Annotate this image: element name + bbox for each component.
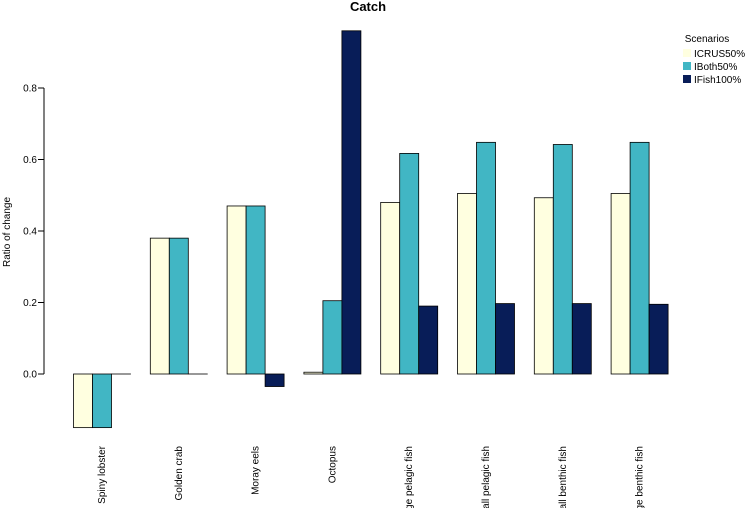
legend-swatch (683, 75, 691, 83)
bar-5-3 (418, 305, 439, 375)
bar-8-1 (610, 193, 631, 375)
bar-7-2 (552, 144, 573, 375)
legend-title: Scenarios (685, 34, 729, 45)
category-label: Octopus (327, 446, 338, 483)
legend-label: IBoth50% (694, 62, 737, 73)
y-tick-label: 0.2 (23, 298, 37, 309)
chart-title: Catch (350, 0, 386, 14)
y-tick-label: 0.6 (23, 155, 37, 166)
category-labels: Spiny lobster Golden crab Moray eels Octopu… (97, 445, 646, 508)
category-label: Spiny lobster (97, 445, 108, 503)
bar-6-3 (495, 303, 515, 375)
y-tick-label: 0.0 (23, 370, 37, 381)
y-axis-label: Ratio of change (2, 197, 13, 267)
bar-1-1 (73, 373, 93, 429)
bar-3-1 (226, 205, 247, 375)
y-tick-label: 0.4 (23, 227, 37, 238)
bar-8-2 (629, 141, 650, 375)
legend: Scenarios ICRUS50% IBoth50% IFish100% (683, 34, 745, 86)
legend-label: ICRUS50% (694, 49, 745, 60)
legend-swatch (683, 62, 691, 70)
category-label: Small pelagic fish (481, 446, 492, 508)
category-label: Golden crab (174, 446, 185, 501)
bar-7-3 (571, 303, 592, 375)
bar-4-2 (322, 300, 343, 375)
bars (73, 30, 669, 429)
bar-2-1 (149, 237, 170, 375)
legend-label: IFish100% (694, 75, 741, 86)
bar-4-3 (341, 30, 362, 375)
bar-4-1 (303, 371, 324, 375)
bar-3-3 (264, 373, 285, 387)
legend-swatch (683, 49, 691, 57)
bar-6-2 (476, 141, 496, 375)
bar-5-2 (399, 153, 420, 375)
bar-7-1 (533, 197, 554, 375)
bar-1-2 (92, 373, 112, 429)
bar-3-2 (245, 205, 266, 375)
y-tick-label: 0.8 (23, 84, 37, 95)
y-axis: 0.0 0.2 0.4 0.6 0.8 (23, 84, 45, 381)
category-label: Large benthic fish (635, 446, 646, 508)
category-label: Small benthic fish (558, 446, 569, 508)
bar-8-3 (648, 303, 669, 375)
category-label: Moray eels (251, 446, 262, 495)
bar-2-2 (168, 237, 189, 375)
category-label: Large pelagic fish (404, 446, 415, 508)
bar-5-1 (380, 201, 401, 375)
bar-6-1 (457, 193, 477, 375)
